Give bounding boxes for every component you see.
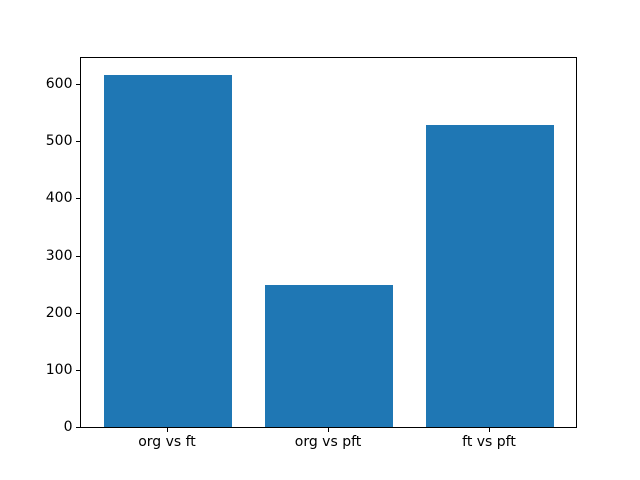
x-tick-label-org-vs-pft: org vs pft <box>294 434 362 451</box>
y-tick-0 <box>76 427 80 429</box>
y-tick-label-200: 200 <box>45 304 73 321</box>
y-tick-label-500: 500 <box>45 133 73 149</box>
y-tick-400 <box>76 198 80 200</box>
x-tick-label-org-vs-ft: org vs ft <box>138 434 196 451</box>
y-tick-100 <box>76 370 80 371</box>
y-tick-label-0: 0 <box>63 419 73 436</box>
bar-org-vs-pft <box>264 285 394 427</box>
y-tick-300 <box>76 255 80 257</box>
bar-ft-vs-pft <box>425 124 555 427</box>
y-tick-label-300: 300 <box>45 247 73 264</box>
plot-area <box>80 57 577 428</box>
y-tick-label-600: 600 <box>45 75 73 92</box>
y-tick-600 <box>76 83 80 85</box>
y-tick-label-100: 100 <box>45 362 73 378</box>
x-tick-org-vs-pft <box>328 428 329 433</box>
y-tick-500 <box>76 141 80 142</box>
y-tick-200 <box>76 312 80 314</box>
x-tick-ft-vs-pft <box>489 428 490 433</box>
bar-org-vs-ft <box>103 75 233 427</box>
y-tick-label-400: 400 <box>45 190 73 207</box>
x-tick-label-ft-vs-pft: ft vs pft <box>462 434 516 451</box>
x-tick-org-vs-ft <box>167 428 168 433</box>
